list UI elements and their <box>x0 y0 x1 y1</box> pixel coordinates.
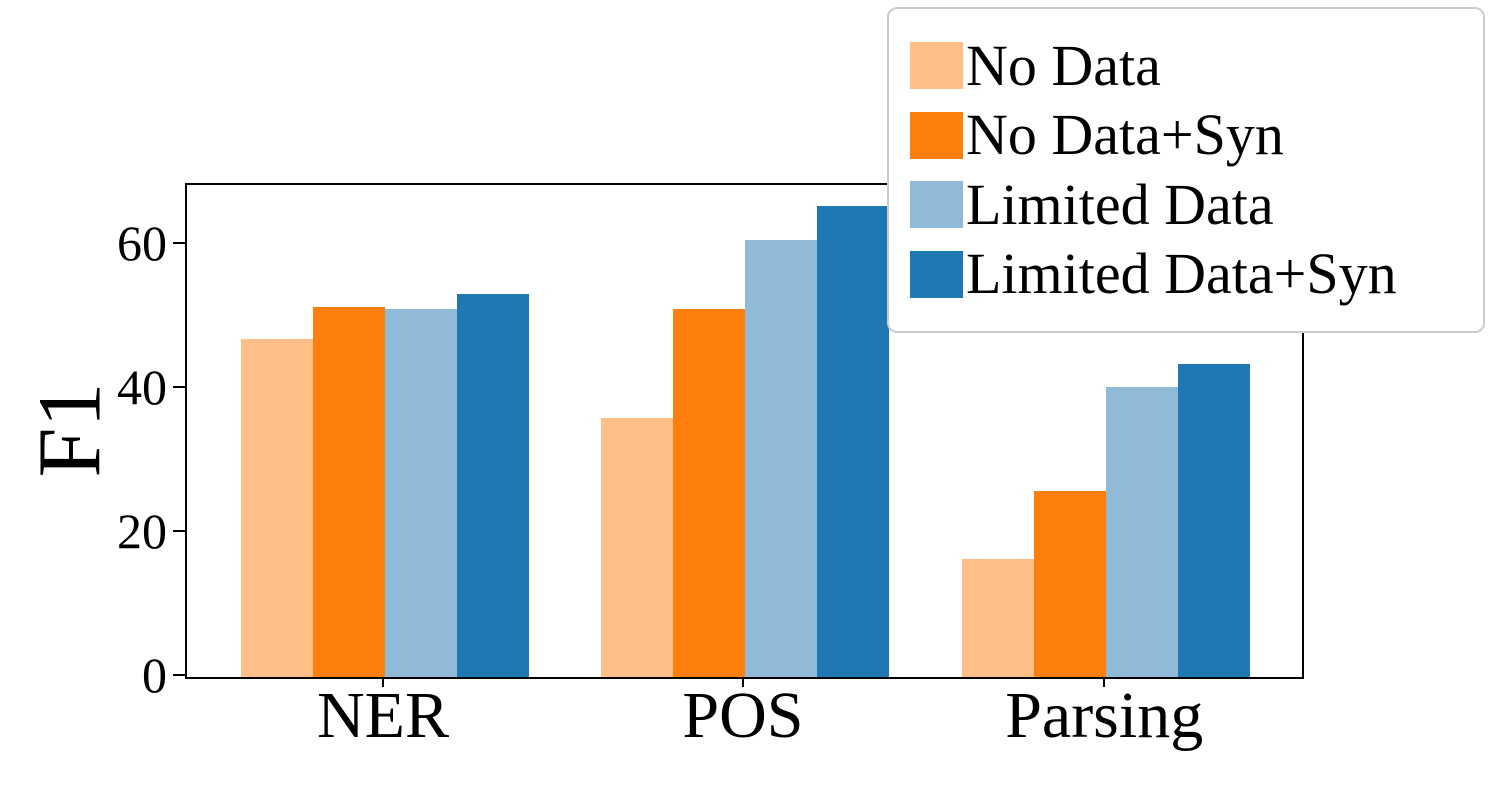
legend-row: Limited Data <box>910 170 1473 240</box>
legend-swatch <box>910 111 963 159</box>
legend-swatch <box>910 250 963 298</box>
y-tick-label: 40 <box>117 358 167 415</box>
bar <box>744 240 817 677</box>
bar <box>816 205 889 677</box>
plot-area <box>185 183 1304 679</box>
x-tick-mark <box>741 677 744 687</box>
y-tick-label: 0 <box>142 647 167 703</box>
bar <box>313 306 386 677</box>
legend-swatch <box>910 42 963 90</box>
legend-row: Limited Data+Syn <box>910 240 1473 310</box>
legend-label: No Data <box>966 32 1161 98</box>
bar <box>962 558 1035 677</box>
legend-label: Limited Data <box>966 171 1274 237</box>
bar <box>241 339 314 677</box>
legend-row: No Data <box>910 31 1473 101</box>
bar <box>1034 491 1107 677</box>
x-tick-label: POS <box>682 679 804 752</box>
legend-row: No Data+Syn <box>910 101 1473 171</box>
legend-swatch <box>910 181 963 229</box>
y-tick-mark <box>173 529 185 532</box>
y-tick-mark <box>173 385 185 388</box>
y-tick-label: 60 <box>117 214 167 271</box>
x-tick-label: NER <box>317 679 450 752</box>
legend-label: Limited Data+Syn <box>966 241 1397 307</box>
bar <box>385 308 458 677</box>
x-tick-label: Parsing <box>1005 679 1204 752</box>
bar <box>457 293 530 677</box>
bar <box>1178 363 1251 677</box>
bar <box>672 308 745 677</box>
x-tick-mark <box>1103 677 1106 687</box>
y-tick-label: 20 <box>117 502 167 559</box>
x-tick-mark <box>382 677 385 687</box>
legend: No Data No Data+Syn Limited Data Limited Da… <box>887 7 1485 333</box>
legend-label: No Data+Syn <box>966 102 1284 168</box>
bar <box>1106 387 1179 677</box>
y-tick-mark <box>173 674 185 676</box>
bar <box>600 418 673 677</box>
y-tick-mark <box>173 241 185 244</box>
